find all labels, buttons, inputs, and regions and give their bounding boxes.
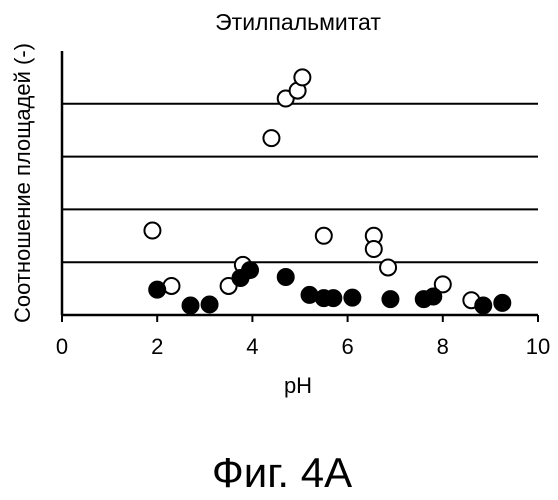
open-point: [294, 69, 310, 85]
open-point: [316, 228, 332, 244]
filled-point: [382, 291, 398, 307]
filled-point: [344, 290, 360, 306]
filled-point: [183, 297, 199, 313]
open-point: [263, 130, 279, 146]
chart-title: Этилпальмитат: [215, 9, 381, 35]
figure-caption: Фиг. 4A: [212, 449, 352, 496]
x-tick-label: 10: [526, 334, 550, 359]
x-axis-label: pH: [284, 373, 312, 398]
filled-point: [494, 295, 510, 311]
y-axis-label: Соотношение площадей (-): [10, 43, 35, 323]
open-point: [380, 259, 396, 275]
data-points: [144, 69, 510, 313]
grid-lines: [62, 104, 538, 262]
x-tick-label: 4: [246, 334, 258, 359]
open-point: [144, 223, 160, 239]
x-tick-label: 6: [341, 334, 353, 359]
filled-point: [278, 269, 294, 285]
x-tick-label: 2: [151, 334, 163, 359]
x-tick-label: 8: [437, 334, 449, 359]
filled-point: [302, 287, 318, 303]
filled-point: [425, 289, 441, 305]
filled-point: [325, 290, 341, 306]
filled-point: [475, 297, 491, 313]
x-tick-label: 0: [56, 334, 68, 359]
open-point: [366, 241, 382, 257]
filled-point: [202, 296, 218, 312]
x-tick-labels: 0 2 4 6 8 10: [56, 315, 550, 359]
filled-point: [242, 262, 258, 278]
filled-point: [149, 282, 165, 298]
